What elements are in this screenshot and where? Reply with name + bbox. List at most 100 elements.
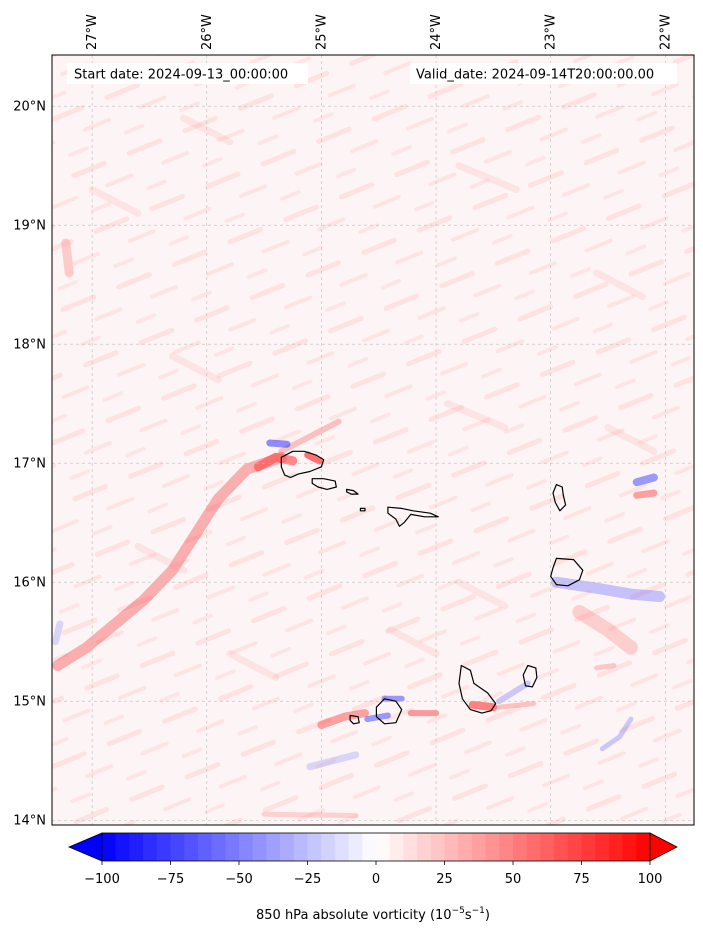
colorbar-bin: [636, 833, 651, 861]
island-coastline: [280, 450, 325, 479]
colorbar-bin: [444, 833, 459, 861]
colorbar-bin: [485, 833, 500, 861]
map-frame: [51, 54, 695, 826]
lat-tick-label: 16°N: [13, 576, 46, 591]
colorbar-label-mid: s: [465, 908, 472, 923]
colorbar-bin: [471, 833, 487, 861]
vorticity-feature-27: [444, 400, 509, 431]
vorticity-feature-28: [604, 424, 658, 455]
lon-tick-label: 25°W: [314, 14, 329, 50]
vorticity-feature-30: [455, 578, 509, 610]
background-streaks: [52, 55, 694, 825]
colorbar-bin: [362, 833, 377, 861]
island-coastline: [458, 664, 497, 714]
colorbar-label: 850 hPa absolute vorticity (10−5s−1): [256, 906, 490, 923]
island-coastline: [346, 488, 359, 495]
colorbar-bin: [252, 833, 267, 861]
colorbar-bin: [376, 833, 391, 861]
vorticity-feature-1: [278, 418, 342, 455]
vorticity-feature-7: [550, 576, 666, 602]
lon-tick-label: 22°W: [658, 14, 673, 50]
colorbar-bin: [266, 833, 281, 861]
colorbar-bin: [499, 833, 514, 861]
lon-tick-label: 23°W: [544, 14, 559, 50]
colorbar-label-end: ): [485, 908, 490, 923]
colorbar-bin: [115, 833, 130, 861]
vorticity-feature-9: [317, 709, 369, 729]
vorticity-feature-17: [599, 716, 634, 752]
gridlines: [52, 55, 694, 825]
colorbar-bin: [321, 833, 336, 861]
colorbar-tick-label: 0: [372, 872, 380, 887]
lat-tick-label: 18°N: [13, 338, 46, 353]
vorticity-feature-4: [266, 439, 291, 448]
lat-tick-label: 17°N: [13, 457, 46, 472]
colorbar-bin: [526, 833, 541, 861]
colorbar-extend-high: [649, 832, 678, 862]
colorbar-bin: [143, 833, 158, 861]
valid-date-box: Valid_date: 2024-09-14T20:00:00.00: [410, 63, 677, 84]
colorbar-bin: [280, 833, 295, 861]
vorticity-feature-20: [52, 620, 64, 646]
vorticity-features: [52, 114, 666, 818]
colorbar-tick-label: 100: [638, 872, 663, 887]
island-coastline: [552, 484, 567, 512]
vorticity-feature-16: [594, 663, 617, 671]
vorticity-feature-18: [306, 751, 360, 771]
colorbar-label-main: 850 hPa absolute vorticity (10: [256, 908, 452, 923]
vorticity-feature-29: [134, 543, 188, 574]
colorbar-bin: [430, 833, 446, 861]
vorticity-feature-22: [88, 186, 142, 217]
lat-tick-label: 20°N: [13, 100, 46, 115]
vorticity-feature-19: [261, 811, 359, 818]
colorbar-bin: [389, 833, 404, 861]
vorticity-feature-15: [496, 701, 536, 710]
colorbar-tick-label: 50: [505, 872, 522, 887]
island-coastline: [349, 714, 360, 725]
latitude-labels: 20°N 19°N 18°N 17°N 16°N 15°N 14°N: [13, 100, 46, 829]
start-date-label: Start date: 2024-09-13_00:00:00: [74, 68, 288, 83]
colorbar-extend-low: [67, 832, 103, 862]
vorticity-feature-32: [386, 626, 440, 658]
vorticity-feature-31: [226, 650, 280, 681]
valid-date-label: Valid_date: 2024-09-14T20:00:00.00: [416, 68, 654, 83]
vorticity-field: [52, 55, 694, 825]
colorbar-bin: [348, 833, 363, 861]
colorbar-tick-label: −25: [294, 872, 321, 887]
coastlines: [280, 450, 584, 725]
vorticity-feature-14: [496, 680, 531, 705]
colorbar-bin: [595, 833, 610, 861]
longitude-labels: 27°W 26°W 25°W 24°W 23°W 22°W: [85, 14, 673, 50]
vorticity-feature-3: [304, 451, 323, 465]
lon-tick-label: 26°W: [200, 14, 215, 50]
vorticity-feature-0: [52, 451, 287, 671]
vorticity-feature-2: [253, 452, 298, 472]
colorbar-bin: [170, 833, 185, 861]
vorticity-feature-24: [455, 162, 520, 193]
colorbar-bins: [102, 833, 651, 861]
colorbar-bin: [403, 833, 418, 861]
colorbar-bin: [184, 833, 199, 861]
colorbar-ticks: −100 −75 −50 −25 0 25 50 75 100: [84, 861, 662, 887]
colorbar-bin: [608, 833, 624, 861]
colorbar-bin: [417, 833, 432, 861]
map-panel: Start date: 2024-09-13_00:00:00 Valid_da…: [13, 14, 695, 829]
vorticity-feature-21: [61, 238, 74, 278]
lat-tick-label: 14°N: [13, 814, 46, 829]
colorbar-tick-label: 25: [436, 872, 453, 887]
lat-tick-label: 19°N: [13, 219, 46, 234]
lon-tick-label: 24°W: [429, 14, 444, 50]
lon-tick-label: 27°W: [85, 14, 100, 50]
colorbar-bin: [293, 833, 309, 861]
colorbar-bin: [129, 833, 144, 861]
colorbar-tick-label: 75: [573, 872, 590, 887]
colorbar-bin: [225, 833, 240, 861]
colorbar-bin: [211, 833, 226, 861]
vorticity-feature-8: [572, 605, 638, 655]
colorbar-bin: [156, 833, 172, 861]
colorbar-bin: [622, 833, 637, 861]
colorbar-bin: [540, 833, 555, 861]
colorbar-tick-label: −75: [157, 872, 184, 887]
colorbar-label-exp2: −1: [472, 906, 485, 916]
